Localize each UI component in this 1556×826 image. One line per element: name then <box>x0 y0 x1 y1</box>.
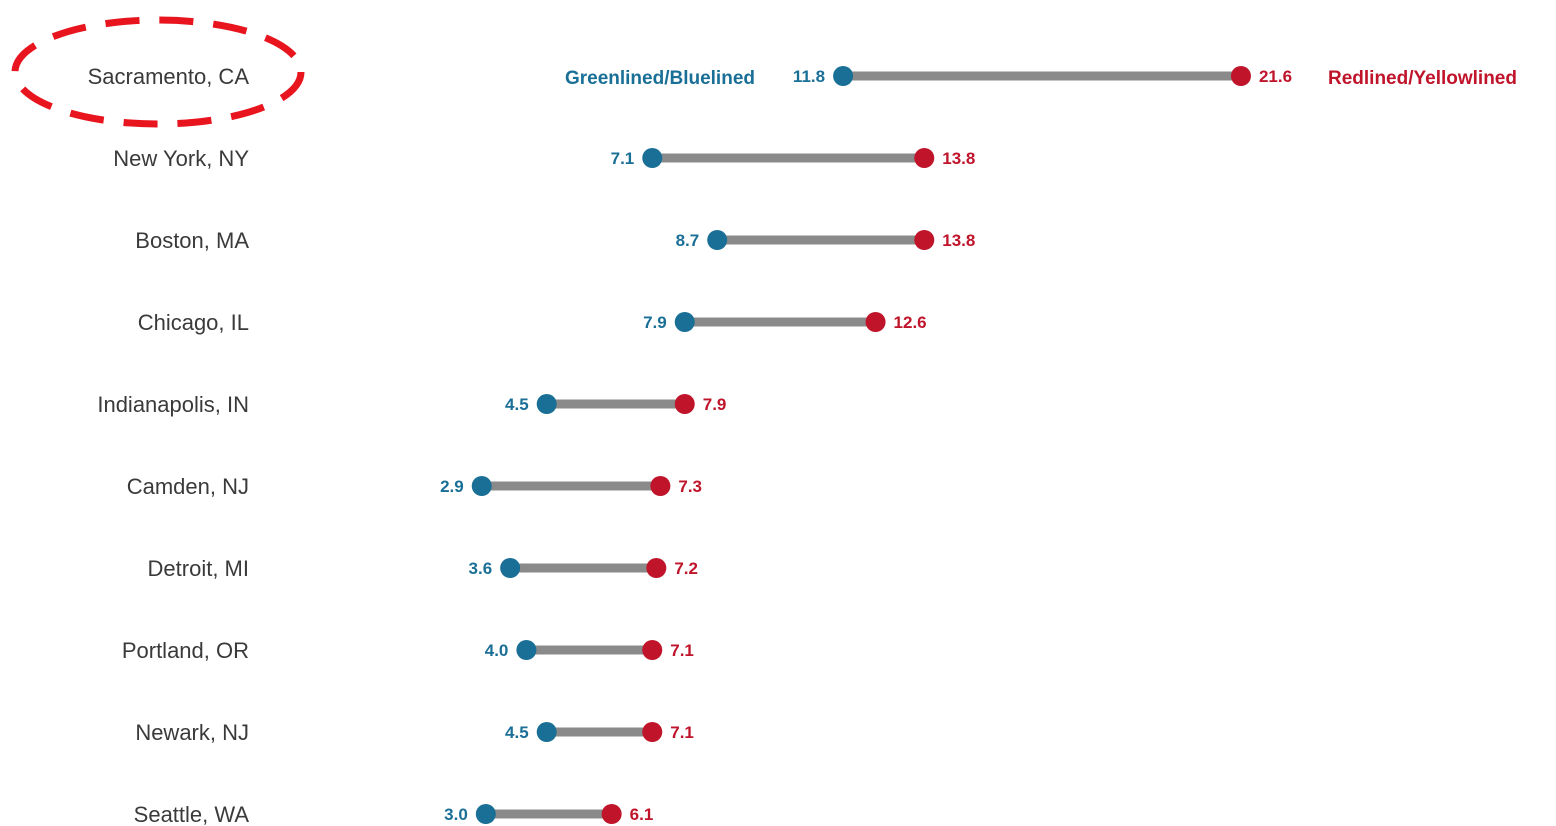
greenlined-point <box>536 394 557 414</box>
redlined-point <box>642 640 663 660</box>
redlined-point <box>601 804 622 824</box>
greenlined-point <box>471 476 492 496</box>
redlined-value-label: 13.8 <box>942 149 975 168</box>
redlined-point <box>646 558 667 578</box>
redlined-value-label: 7.1 <box>670 641 694 660</box>
greenlined-point <box>536 722 557 742</box>
redlined-point <box>674 394 695 414</box>
redlined-value-label: 6.1 <box>630 805 654 824</box>
city-label: Indianapolis, IN <box>97 392 249 417</box>
redlined-point <box>914 230 935 250</box>
redlined-value-label: 7.1 <box>670 723 694 742</box>
redlined-point <box>1230 66 1251 86</box>
city-label: Portland, OR <box>122 638 249 663</box>
city-label: Boston, MA <box>135 228 249 253</box>
greenlined-value-label: 2.9 <box>440 477 464 496</box>
city-label: New York, NY <box>113 146 249 171</box>
greenlined-value-label: 7.9 <box>643 313 667 332</box>
greenlined-point <box>516 640 537 660</box>
greenlined-value-label: 3.6 <box>469 559 493 578</box>
redlined-value-label: 7.3 <box>678 477 702 496</box>
redlined-value-label: 7.9 <box>703 395 727 414</box>
greenlined-point <box>707 230 728 250</box>
redlined-value-label: 12.6 <box>894 313 927 332</box>
redlined-point <box>865 312 886 332</box>
city-label: Seattle, WA <box>134 802 250 826</box>
city-label: Sacramento, CA <box>88 64 250 89</box>
greenlined-value-label: 4.0 <box>485 641 509 660</box>
highlight-ellipse <box>11 16 305 128</box>
redlined-point <box>642 722 663 742</box>
city-label: Chicago, IL <box>138 310 249 335</box>
greenlined-point <box>500 558 521 578</box>
greenlined-point <box>642 148 663 168</box>
redlined-value-label: 21.6 <box>1259 67 1292 86</box>
legend-redlined: Redlined/Yellowlined <box>1328 68 1517 89</box>
greenlined-value-label: 3.0 <box>444 805 468 824</box>
redlined-value-label: 13.8 <box>942 231 975 250</box>
city-label: Newark, NJ <box>135 720 249 745</box>
redlined-point <box>650 476 671 496</box>
redlined-point <box>914 148 935 168</box>
greenlined-value-label: 4.5 <box>505 395 529 414</box>
greenlined-value-label: 4.5 <box>505 723 529 742</box>
greenlined-value-label: 11.8 <box>793 67 825 86</box>
city-label: Camden, NJ <box>127 474 249 499</box>
city-label: Detroit, MI <box>148 556 249 581</box>
greenlined-point <box>674 312 695 332</box>
redlined-value-label: 7.2 <box>674 559 698 578</box>
greenlined-value-label: 7.1 <box>611 149 635 168</box>
greenlined-point <box>475 804 496 824</box>
greenlined-point <box>833 66 854 86</box>
greenlined-value-label: 8.7 <box>676 231 700 250</box>
legend-greenlined: Greenlined/Bluelined <box>565 68 755 89</box>
